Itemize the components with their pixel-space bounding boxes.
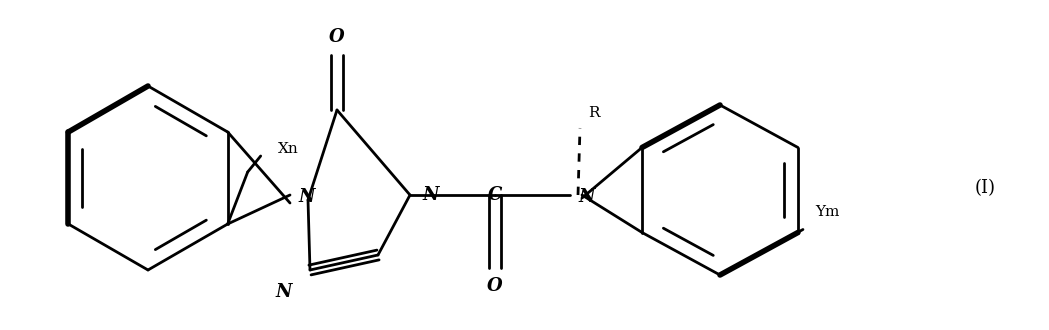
Text: Ym: Ym: [815, 206, 839, 219]
Text: N: N: [422, 186, 438, 204]
Text: (I): (I): [975, 179, 996, 197]
Text: N: N: [276, 283, 292, 301]
Text: N: N: [298, 188, 315, 206]
Text: O: O: [487, 277, 502, 295]
Text: R: R: [588, 106, 599, 120]
Text: Xn: Xn: [278, 142, 298, 156]
Text: O: O: [329, 28, 345, 46]
Text: C: C: [488, 186, 502, 204]
Text: N: N: [578, 188, 595, 206]
